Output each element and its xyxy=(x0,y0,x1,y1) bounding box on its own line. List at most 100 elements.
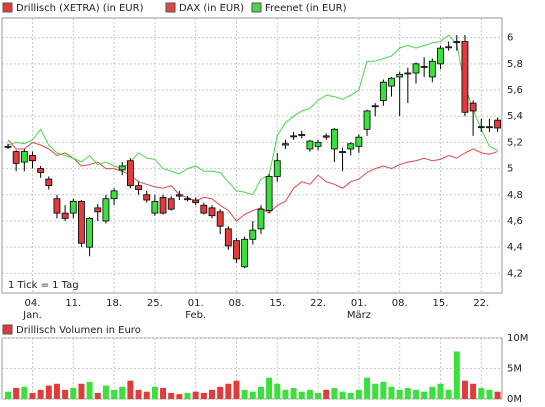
candle-body xyxy=(118,165,126,171)
volume-bar xyxy=(453,351,460,399)
volume-bar xyxy=(290,388,297,399)
volume-bar xyxy=(413,389,419,399)
volume-bar xyxy=(160,388,167,399)
legend-label: Drillisch (XETRA) (in EUR) xyxy=(16,3,144,14)
volume-bar xyxy=(62,389,69,399)
volume-bar xyxy=(111,389,118,399)
volume-bar xyxy=(404,388,411,399)
y-tick-label: 4,8 xyxy=(507,190,523,201)
x-tick-label: 25. xyxy=(147,298,163,309)
candle-body xyxy=(494,119,502,129)
x-tick-label: 18. xyxy=(106,298,122,309)
candle-body xyxy=(200,204,208,214)
volume-bar xyxy=(127,380,134,399)
volume-bar xyxy=(396,389,403,399)
candle-body xyxy=(290,135,298,138)
line-series xyxy=(7,139,498,222)
volume-bar xyxy=(217,386,224,399)
x-month-label: Jan. xyxy=(22,310,42,321)
x-tick-label: 01. xyxy=(351,298,367,309)
candle-body xyxy=(249,229,257,240)
x-tick-label: 15. xyxy=(269,298,285,309)
candle-body xyxy=(314,142,322,147)
volume-bar xyxy=(13,388,20,399)
candle-body xyxy=(306,140,314,150)
candle-body xyxy=(404,72,412,75)
candle-body xyxy=(61,212,69,219)
volume-bar xyxy=(53,383,60,399)
candle-body xyxy=(273,160,281,177)
volume-bar xyxy=(102,385,109,399)
candle-body xyxy=(192,199,200,204)
candle-body xyxy=(159,197,167,214)
x-tick-label: 22. xyxy=(473,298,489,309)
volume-bar xyxy=(298,391,305,399)
candle-body xyxy=(45,178,53,187)
plot-frame xyxy=(1,17,503,294)
y-tick-label: 5 xyxy=(507,164,513,175)
volume-bar xyxy=(257,386,264,399)
candle-body xyxy=(420,66,428,68)
volume-bar xyxy=(315,392,322,399)
x-tick-label: 01. xyxy=(188,298,204,309)
candle-body xyxy=(477,126,485,129)
volume-bar xyxy=(70,388,77,399)
volume-bar xyxy=(486,389,493,399)
volume-bar xyxy=(355,389,362,399)
candle-body xyxy=(363,110,371,130)
candle-body xyxy=(12,151,20,164)
candle-body xyxy=(453,41,461,43)
y-tick-label: 10M xyxy=(507,333,528,344)
y-tick-label: 5,6 xyxy=(507,85,523,96)
volume-bar xyxy=(347,392,354,399)
candle-body xyxy=(53,198,61,214)
x-tick-label: 08. xyxy=(392,298,408,309)
annotation: 1 Tick = 1 Tag xyxy=(8,280,79,291)
candle-body xyxy=(347,143,355,150)
candle-body xyxy=(143,194,151,201)
candle-body xyxy=(412,63,420,74)
x-tick-label: 15. xyxy=(433,298,449,309)
candle-body xyxy=(298,134,306,136)
candle-body xyxy=(265,176,273,211)
legend-label: Drillisch Volumen in Euro xyxy=(16,325,141,336)
y-tick-label: 4,4 xyxy=(507,242,523,253)
legend-label: DAX (in EUR) xyxy=(179,3,244,14)
volume-bar xyxy=(461,380,468,399)
volume-bar xyxy=(306,389,313,399)
candle-body xyxy=(86,217,93,248)
volume-bar xyxy=(151,386,158,399)
candle-body xyxy=(339,151,346,153)
volume-bar xyxy=(135,389,142,399)
volume-bar xyxy=(78,383,85,399)
volume-bar xyxy=(45,385,52,399)
y-tick-label: 6 xyxy=(507,33,513,44)
candle-body xyxy=(445,46,453,49)
y-tick-label: 4,2 xyxy=(507,268,523,279)
volume-bar xyxy=(143,391,150,399)
candle-body xyxy=(461,41,469,113)
candle-body xyxy=(233,240,240,260)
volume-bar xyxy=(437,383,444,399)
candle-body xyxy=(257,208,265,230)
volume-bar xyxy=(380,381,387,399)
volume-bar xyxy=(233,380,240,399)
y-tick-label: 0M xyxy=(507,394,522,405)
candle-body xyxy=(208,207,216,217)
candle-body xyxy=(94,207,102,213)
candle-body xyxy=(167,198,175,210)
volume-bar xyxy=(37,389,44,399)
candle-body xyxy=(184,198,191,201)
volume-bar xyxy=(494,391,501,399)
y-tick-label: 5,8 xyxy=(507,59,523,70)
volume-bar xyxy=(421,391,428,399)
x-month-label: Feb. xyxy=(185,310,206,321)
x-tick-label: 04. xyxy=(25,298,41,309)
volume-bar xyxy=(429,386,436,399)
volume-bar xyxy=(364,377,371,399)
x-tick-label: 22. xyxy=(310,298,326,309)
volume-bar xyxy=(478,388,485,399)
volume-bar xyxy=(5,391,11,399)
volume-bar xyxy=(21,386,28,399)
volume-bar xyxy=(249,391,256,399)
